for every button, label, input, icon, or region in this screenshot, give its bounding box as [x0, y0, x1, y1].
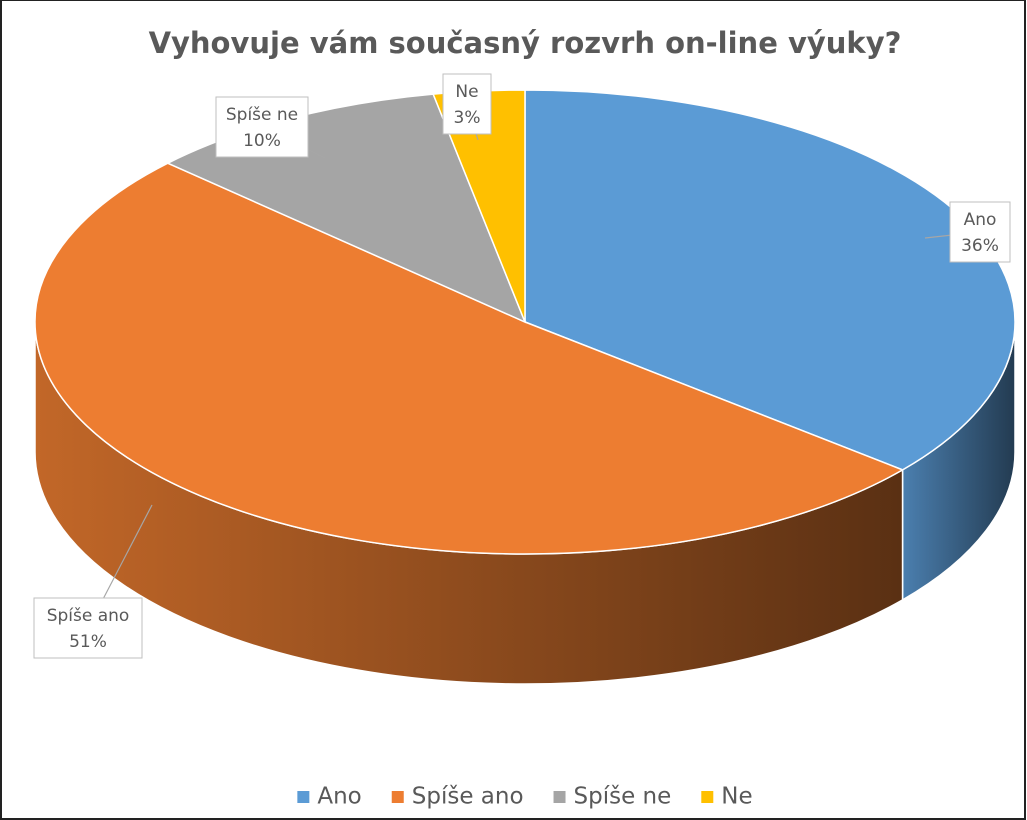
legend-swatch — [701, 791, 714, 803]
legend-swatch — [297, 791, 310, 803]
label-category: Ne — [455, 82, 478, 102]
label-category: Spíše ano — [47, 606, 130, 626]
label-value: 51% — [69, 632, 107, 652]
pie-slice — [34, 162, 905, 555]
legend-label: Ne — [721, 784, 752, 810]
label-category: Ano — [964, 210, 997, 230]
label-box — [215, 96, 309, 158]
chart-title: Vyhovuje vám současný rozvrh on-line výu… — [149, 26, 902, 60]
legend-swatch — [391, 791, 404, 803]
label-value: 36% — [961, 236, 999, 256]
label-box — [949, 201, 1011, 263]
legend-label: Ano — [317, 784, 361, 810]
label-value: 10% — [243, 131, 281, 151]
label-box — [442, 73, 492, 135]
label-category: Spíše ne — [226, 105, 298, 125]
label-box — [33, 597, 143, 659]
legend-label: Spíše ne — [574, 784, 672, 810]
legend-swatch — [553, 791, 566, 803]
legend-label: Spíše ano — [412, 784, 524, 810]
label-value: 3% — [454, 108, 481, 128]
